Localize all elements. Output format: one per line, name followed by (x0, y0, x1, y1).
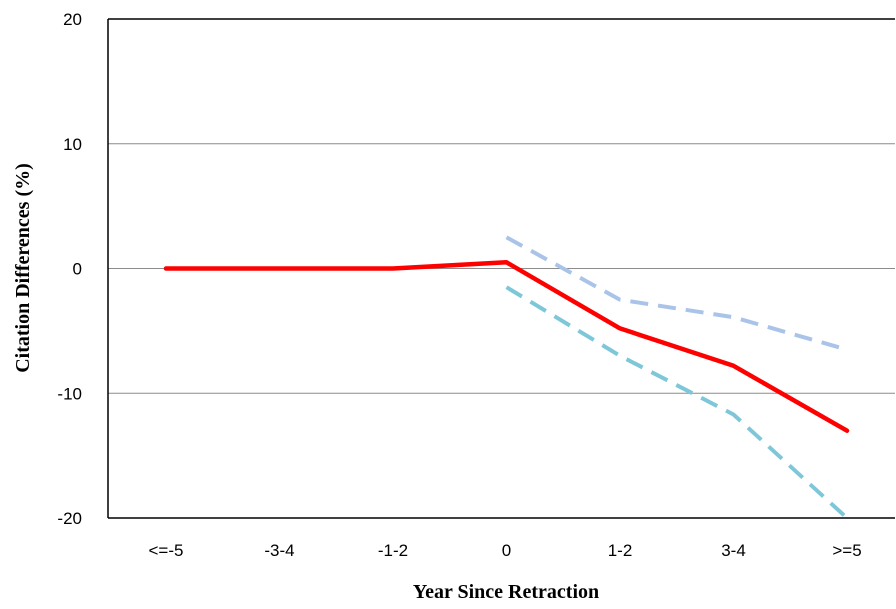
y-tick-label: 10 (63, 135, 82, 154)
axis-layer (107, 18, 895, 519)
x-tick-label: -3-4 (264, 541, 294, 560)
series-layer (163, 235, 850, 520)
y-tick-label: 0 (73, 260, 82, 279)
x-tick-label: <=-5 (149, 541, 184, 560)
x-axis-title: Year Since Retraction (413, 581, 599, 603)
y-tick-label: -20 (57, 509, 82, 528)
y-tick-label: -10 (57, 384, 82, 403)
x-tick-label: 0 (502, 541, 511, 560)
series-line-1 (163, 260, 850, 433)
series-line-3 (505, 285, 849, 520)
label-layer: -20 -10 0 10 20 <=-5 -3-4 -1-2 0 1-2 3-4 >=5 (57, 10, 861, 560)
y-tick-label: 20 (63, 10, 82, 29)
x-tick-label: -1-2 (378, 541, 408, 560)
y-axis-title: Citation Differences (%) (12, 163, 34, 373)
x-tick-label: 3-4 (721, 541, 746, 560)
x-tick-label: 1-2 (608, 541, 633, 560)
x-tick-label: >=5 (832, 541, 861, 560)
series-line-2 (505, 235, 848, 352)
